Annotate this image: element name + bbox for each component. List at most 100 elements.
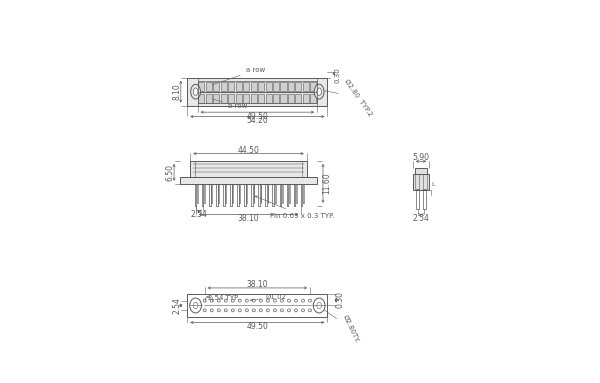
Bar [273,82,279,91]
Ellipse shape [314,84,324,99]
Bar [416,189,419,209]
Bar [199,93,205,103]
Text: 0.30: 0.30 [335,291,344,308]
Circle shape [266,299,269,302]
Circle shape [210,299,213,302]
Circle shape [232,299,234,302]
Bar [295,82,301,91]
Text: 6.50: 6.50 [166,164,175,181]
Circle shape [287,309,290,312]
Circle shape [232,309,234,312]
Bar [180,177,317,184]
Circle shape [253,299,256,302]
Bar [310,82,316,91]
Circle shape [238,309,241,312]
Bar [413,174,429,190]
Bar [288,82,294,91]
Bar [187,78,328,106]
Bar [273,93,279,103]
Bar [303,82,309,91]
Bar [280,82,287,91]
Bar [258,93,264,103]
Bar [206,93,212,103]
Text: L: L [431,182,435,188]
Text: 2.54 TYP.: 2.54 TYP. [208,295,239,301]
Ellipse shape [317,302,322,309]
Circle shape [280,299,283,302]
Circle shape [210,309,213,312]
Bar [221,82,227,91]
Circle shape [203,309,206,312]
Ellipse shape [193,88,198,95]
Text: b row: b row [212,99,247,109]
Circle shape [274,309,277,312]
Bar [228,82,234,91]
Circle shape [266,309,269,312]
Circle shape [302,309,304,312]
Bar [303,93,309,103]
Circle shape [295,309,298,312]
Text: 38.10: 38.10 [238,214,259,223]
Bar [197,81,317,92]
Text: Ø2.80TY.: Ø2.80TY. [325,310,360,344]
Bar [251,82,257,91]
Bar [310,93,316,103]
Text: 54.20: 54.20 [247,116,268,125]
Text: 49.50: 49.50 [247,111,268,121]
Text: 8.10: 8.10 [173,83,182,100]
Circle shape [224,309,227,312]
Text: 2.54: 2.54 [173,297,182,314]
Bar [266,82,272,91]
Circle shape [245,299,248,302]
Bar [199,82,205,91]
Circle shape [308,309,311,312]
Bar [258,82,264,91]
Bar [221,93,227,103]
Text: 2.54: 2.54 [191,210,208,219]
Bar [213,82,220,91]
Bar [243,93,249,103]
Circle shape [217,309,220,312]
Bar [190,161,307,177]
Ellipse shape [313,298,325,313]
Circle shape [274,299,277,302]
Circle shape [280,309,283,312]
Circle shape [238,299,241,302]
Text: 2.54: 2.54 [413,214,430,223]
Text: 0.30: 0.30 [334,67,340,83]
Text: 49.50: 49.50 [247,322,268,331]
Text: 5.90: 5.90 [413,153,430,162]
Circle shape [295,299,298,302]
Bar [266,93,272,103]
Text: 44.50: 44.50 [238,146,259,155]
Bar [228,93,234,103]
Bar [251,93,257,103]
Circle shape [259,299,262,302]
Bar [243,82,249,91]
Bar [187,295,328,316]
Text: a row: a row [212,67,265,85]
Bar [213,93,220,103]
Circle shape [203,299,206,302]
Circle shape [259,309,262,312]
Ellipse shape [191,84,200,99]
Bar [415,168,427,174]
Circle shape [287,299,290,302]
Bar [423,189,426,209]
Text: 11.60: 11.60 [322,173,331,194]
Circle shape [308,299,311,302]
Circle shape [217,299,220,302]
Bar [236,82,242,91]
Ellipse shape [193,302,198,309]
Text: Ø2.80  TYP.2: Ø2.80 TYP.2 [324,78,374,117]
Text: Ø1.02: Ø1.02 [250,294,287,301]
Text: 38.10: 38.10 [247,280,268,289]
Bar [422,174,427,190]
Bar [197,92,317,103]
Bar [206,82,212,91]
Ellipse shape [317,88,322,95]
Bar [415,174,419,190]
Ellipse shape [190,298,202,313]
Circle shape [302,299,304,302]
Circle shape [224,299,227,302]
